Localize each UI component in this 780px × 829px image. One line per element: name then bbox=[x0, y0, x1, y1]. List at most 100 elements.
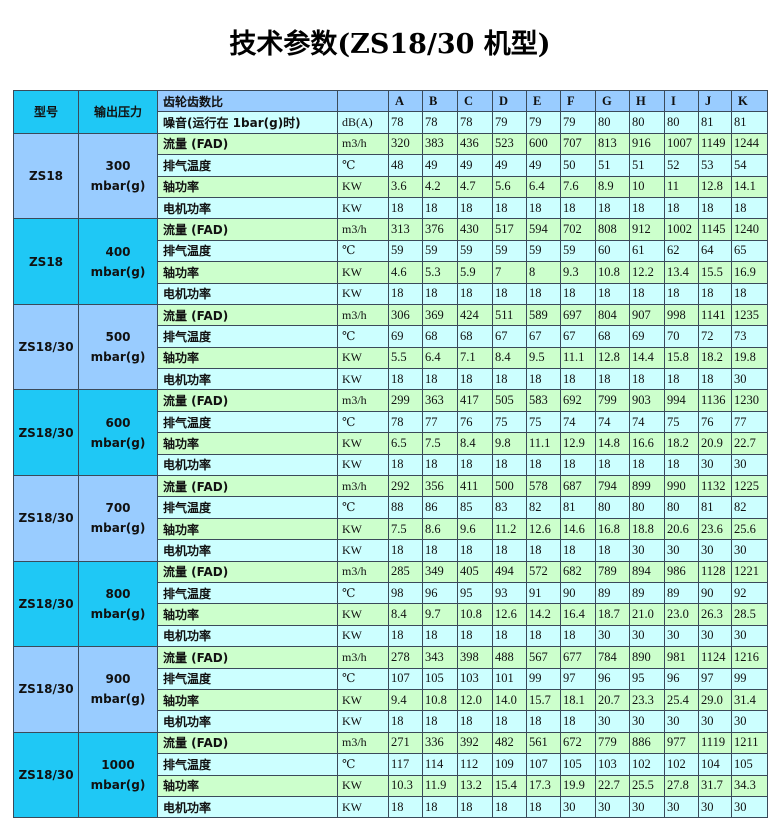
page-title: 技术参数(ZS18/30 机型) bbox=[229, 29, 551, 60]
gear-ratio-k: K bbox=[731, 89, 768, 113]
parameter-label: 电机功率 bbox=[157, 795, 338, 819]
shaft-power-row: 轴功率 KW 7.5 8.6 9.6 11.2 12.6 14.6 16.8 18.8 20.6 23… bbox=[14, 517, 768, 541]
shaft-power-row: 轴功率 KW 8.4 9.7 10.8 12.6 14.2 16.4 18.7 21.0 23.0 2… bbox=[14, 603, 768, 626]
flow-row: ZS18/30 700 mbar(g) 流量 (FAD) m3/h 292 356 411 50… bbox=[13, 475, 768, 562]
value-cell: 903 bbox=[629, 389, 665, 412]
value-cell: 117 bbox=[388, 753, 423, 776]
value-cell: 18 bbox=[388, 795, 423, 819]
value-cell: 18 bbox=[526, 368, 561, 391]
unit-cell: m3/h bbox=[337, 646, 389, 669]
parameter-label: 电机功率 bbox=[157, 624, 338, 648]
value-cell: 112 bbox=[457, 753, 493, 776]
value-cell: 672 bbox=[560, 731, 596, 755]
value-cell: 488 bbox=[492, 646, 527, 669]
value-cell: 11 bbox=[664, 175, 699, 198]
parameter-label: 流量 (FAD) bbox=[157, 731, 338, 755]
value-cell: 411 bbox=[457, 475, 493, 498]
value-cell: 59 bbox=[422, 239, 458, 263]
value-cell: 90 bbox=[560, 581, 596, 605]
value-cell: 75 bbox=[664, 410, 699, 434]
value-cell: 25.6 bbox=[731, 517, 768, 541]
flow-row: ZS18/30 800 mbar(g) 流量 (FAD) m3/h 285 349 405 49… bbox=[13, 560, 768, 648]
value-cell: 95 bbox=[629, 667, 665, 690]
value-cell: 18 bbox=[595, 282, 630, 305]
value-cell: 30 bbox=[731, 453, 768, 477]
value-cell: 68 bbox=[457, 325, 493, 348]
value-cell: 12.8 bbox=[595, 346, 630, 370]
value-cell: 30 bbox=[698, 710, 732, 733]
value-cell: 11.1 bbox=[560, 346, 596, 370]
value-cell: 9.3 bbox=[560, 261, 596, 284]
value-cell: 14.6 bbox=[560, 517, 596, 541]
value-cell: 30 bbox=[595, 710, 630, 733]
value-cell: 977 bbox=[664, 731, 699, 755]
parameter-label: 流量 (FAD) bbox=[157, 303, 338, 327]
unit-header bbox=[337, 89, 389, 113]
value-cell: 320 bbox=[388, 132, 423, 156]
value-cell: 30 bbox=[629, 624, 665, 648]
parameter-label: 轴功率 bbox=[157, 432, 338, 455]
value-cell: 886 bbox=[629, 731, 665, 755]
value-cell: 313 bbox=[388, 218, 423, 241]
value-cell: 85 bbox=[457, 496, 493, 519]
value-cell: 799 bbox=[595, 389, 630, 412]
motor-power-row: 电机功率 KW 18 18 18 18 18 18 18 18 18 18 30 bbox=[14, 368, 768, 391]
value-cell: 1132 bbox=[698, 475, 732, 498]
discharge-temp-row: 排气温度 ℃ 107 105 103 101 99 97 96 95 96 97 99 bbox=[14, 667, 768, 690]
value-cell: 68 bbox=[595, 325, 630, 348]
value-cell: 82 bbox=[526, 496, 561, 519]
flow-row: ZS18/30 600 mbar(g) 流量 (FAD) m3/h 299 363 417 50… bbox=[13, 389, 768, 477]
value-cell: 18 bbox=[560, 282, 596, 305]
value-cell: 6.4 bbox=[422, 346, 458, 370]
value-cell: 13.2 bbox=[457, 774, 493, 797]
value-cell: 1244 bbox=[731, 132, 768, 156]
value-cell: 18 bbox=[388, 624, 423, 648]
value-cell: 16.6 bbox=[629, 432, 665, 455]
value-cell: 505 bbox=[492, 389, 527, 412]
value-cell: 14.0 bbox=[492, 688, 527, 712]
value-cell: 5.6 bbox=[492, 175, 527, 198]
unit-cell: KW bbox=[337, 603, 389, 626]
unit-cell: KW bbox=[337, 453, 389, 477]
value-cell: 9.5 bbox=[526, 346, 561, 370]
value-cell: 67 bbox=[560, 325, 596, 348]
value-cell: 697 bbox=[560, 303, 596, 327]
value-cell: 49 bbox=[457, 154, 493, 177]
parameter-label: 电机功率 bbox=[157, 453, 338, 477]
value-cell: 80 bbox=[629, 496, 665, 519]
value-cell: 80 bbox=[595, 496, 630, 519]
value-cell: 18 bbox=[595, 453, 630, 477]
shaft-power-row: 轴功率 KW 6.5 7.5 8.4 9.8 11.1 12.9 14.8 16.6 18.2 20.… bbox=[14, 432, 768, 455]
unit-cell: KW bbox=[337, 261, 389, 284]
shaft-power-row: 轴功率 KW 4.6 5.3 5.9 7 8 9.3 10.8 12.2 13.4 15.5 16.9 bbox=[14, 261, 768, 284]
value-cell: 18 bbox=[629, 453, 665, 477]
value-cell: 702 bbox=[560, 218, 596, 241]
value-cell: 692 bbox=[560, 389, 596, 412]
pressure-value: 400 bbox=[105, 244, 131, 259]
value-cell: 6.4 bbox=[526, 175, 561, 198]
value-cell: 18 bbox=[457, 795, 493, 819]
value-cell: 14.1 bbox=[731, 175, 768, 198]
flow-row: ZS18/30 1000 mbar(g) 流量 (FAD) m3/h 271 336 392 4… bbox=[13, 731, 768, 819]
value-cell: 16.4 bbox=[560, 603, 596, 626]
value-cell: 52 bbox=[664, 154, 699, 177]
parameter-label: 轴功率 bbox=[157, 688, 338, 712]
value-cell: 105 bbox=[422, 667, 458, 690]
gear-ratio-d: D bbox=[492, 89, 527, 113]
value-cell: 105 bbox=[731, 753, 768, 776]
unit-cell: KW bbox=[337, 196, 389, 220]
value-cell: 30 bbox=[664, 539, 699, 562]
value-cell: 6.5 bbox=[388, 432, 423, 455]
value-cell: 383 bbox=[422, 132, 458, 156]
value-cell: 103 bbox=[595, 753, 630, 776]
value-cell: 813 bbox=[595, 132, 630, 156]
value-cell: 14.8 bbox=[595, 432, 630, 455]
parameter-label: 轴功率 bbox=[157, 261, 338, 284]
value-cell: 5.5 bbox=[388, 346, 423, 370]
noise-value: 79 bbox=[526, 111, 561, 134]
value-cell: 4.6 bbox=[388, 261, 423, 284]
value-cell: 18 bbox=[492, 539, 527, 562]
value-cell: 9.8 bbox=[492, 432, 527, 455]
parameter-label: 流量 (FAD) bbox=[157, 389, 338, 412]
shaft-power-row: 轴功率 KW 5.5 6.4 7.1 8.4 9.5 11.1 12.8 14.4 15.8 18.2… bbox=[14, 346, 768, 370]
